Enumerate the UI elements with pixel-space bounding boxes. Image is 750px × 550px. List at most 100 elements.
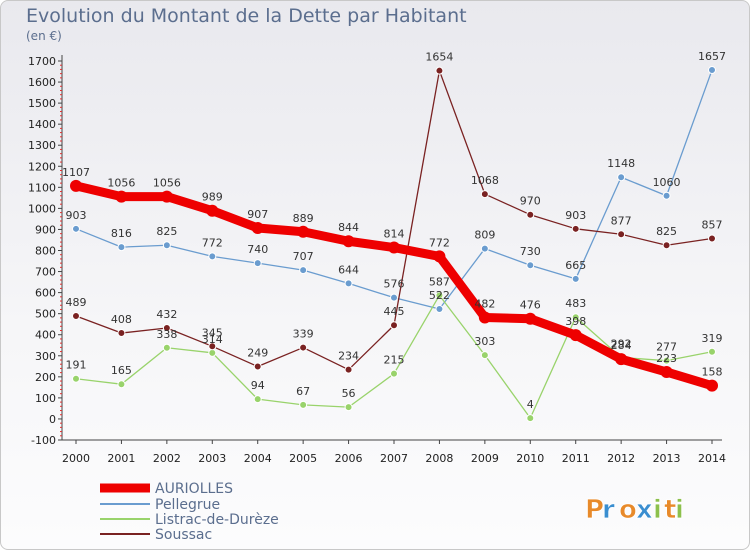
data-point	[435, 291, 444, 300]
data-label: 284	[611, 339, 632, 352]
data-label: 857	[702, 218, 723, 231]
y-tick-label: 300	[35, 350, 56, 363]
data-label: 1056	[153, 177, 181, 190]
data-label: 825	[656, 225, 677, 238]
data-point	[208, 348, 217, 357]
data-point	[72, 224, 80, 233]
data-label: 903	[66, 209, 87, 222]
data-point	[524, 312, 537, 325]
x-tick-label: 2012	[607, 452, 635, 465]
data-point	[162, 323, 171, 332]
data-point	[253, 362, 262, 371]
data-point	[72, 374, 80, 383]
x-tick-label: 2011	[562, 452, 590, 465]
y-tick-label: 1300	[28, 139, 56, 152]
data-point	[299, 266, 308, 275]
data-point	[117, 243, 126, 252]
brand-logo-letter: P	[585, 495, 604, 525]
brand-logo-letter: o	[619, 495, 637, 525]
data-point	[569, 329, 582, 342]
brand-logo-letter: t	[664, 495, 676, 525]
data-point	[660, 365, 673, 378]
data-point	[480, 244, 489, 253]
data-label: 339	[293, 328, 314, 341]
data-label: 408	[111, 313, 132, 326]
data-label: 665	[565, 259, 586, 272]
data-point	[253, 395, 262, 404]
y-tick-label: 1100	[28, 181, 56, 194]
x-tick-label: 2005	[289, 452, 317, 465]
data-label: 903	[565, 209, 586, 222]
data-label: 587	[429, 275, 450, 288]
x-tick-label: 2010	[516, 452, 544, 465]
data-label: 772	[202, 236, 223, 249]
data-label: 889	[293, 212, 314, 225]
y-tick-label: 900	[35, 223, 56, 236]
data-point	[162, 241, 171, 250]
chart-title: Evolution du Montant de la Dette par Hab…	[26, 5, 467, 27]
data-point	[162, 343, 171, 352]
data-point	[342, 235, 355, 248]
data-point	[526, 210, 535, 219]
data-label: 165	[111, 364, 132, 377]
data-point	[571, 274, 580, 283]
data-label: 223	[656, 352, 677, 365]
y-tick-label: 600	[35, 287, 56, 300]
y-tick-label: 1600	[28, 76, 56, 89]
data-point	[478, 311, 491, 324]
brand-logo-letter: r	[602, 495, 615, 525]
data-point	[299, 343, 308, 352]
x-tick-label: 2003	[198, 452, 226, 465]
data-point	[206, 204, 219, 217]
y-tick-label: 700	[35, 266, 56, 279]
data-point	[662, 356, 671, 365]
data-point	[72, 311, 80, 320]
data-point	[571, 313, 580, 322]
x-tick-label: 2006	[335, 452, 363, 465]
data-point	[299, 400, 308, 409]
brand-logo-letter: i	[675, 495, 684, 525]
data-label: 249	[247, 347, 268, 360]
data-label: 476	[520, 299, 541, 312]
data-point	[160, 190, 173, 203]
data-point	[70, 179, 82, 192]
data-label: 740	[247, 243, 268, 256]
data-label: 1148	[607, 157, 635, 170]
data-point	[390, 369, 398, 378]
data-label: 707	[293, 250, 314, 263]
y-tick-label: 1500	[28, 97, 56, 110]
y-tick-label: -100	[31, 434, 56, 447]
data-point	[390, 293, 398, 302]
data-point	[115, 190, 128, 203]
legend-label: Pellegrue	[155, 497, 220, 513]
data-point	[617, 173, 626, 182]
data-point	[344, 279, 353, 288]
data-label: 303	[474, 335, 495, 348]
data-point	[706, 379, 718, 392]
data-label: 345	[202, 326, 223, 339]
legend-label: AURIOLLES	[155, 481, 233, 497]
data-point	[526, 414, 535, 423]
brand-logo-letter: x	[636, 495, 653, 525]
data-point	[435, 305, 444, 314]
y-tick-label: 800	[35, 245, 56, 258]
x-tick-label: 2014	[698, 452, 726, 465]
data-point	[297, 225, 310, 238]
data-label: 1107	[62, 166, 90, 179]
data-label: 1657	[698, 50, 726, 63]
data-point	[344, 365, 353, 374]
data-label: 56	[342, 387, 356, 400]
x-tick-label: 2008	[425, 452, 453, 465]
legend-label: Soussac	[155, 527, 212, 543]
data-label: 94	[251, 379, 265, 392]
data-label: 1060	[653, 176, 681, 189]
y-tick-label: 1400	[28, 118, 56, 131]
brand-logo-letter: i	[653, 495, 662, 525]
data-point	[344, 403, 353, 412]
legend-label: Listrac-de-Durèze	[155, 512, 279, 528]
y-tick-label: 400	[35, 329, 56, 342]
data-label: 338	[156, 328, 177, 341]
data-label: 4	[527, 398, 534, 411]
chart-subtitle: (en €)	[26, 29, 62, 43]
